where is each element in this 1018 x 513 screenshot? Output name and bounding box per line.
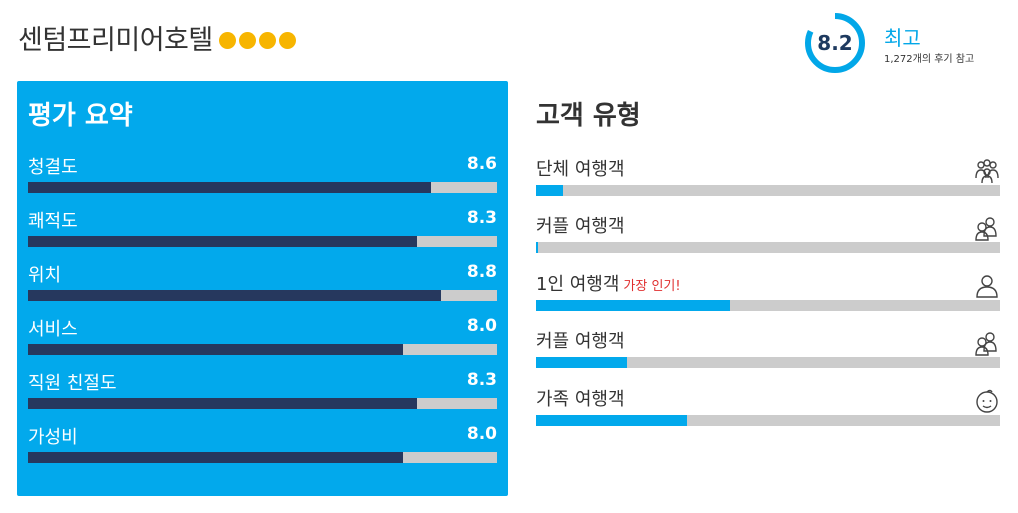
traveller-bar-fill [536,300,730,311]
star-icon [238,32,256,49]
rating-summary-heading: 평가 요약 [28,101,133,131]
traveller-types-heading: 고객 유형 [536,101,641,131]
rating-label: 서비스 [28,319,78,340]
score-ring-arc [805,13,865,73]
rating-bar-fill [28,182,432,193]
rating-bar-track [28,452,497,463]
rating-bar-fill [28,344,404,355]
traveller-bar-fill [536,185,563,196]
traveller-type-name: 가족 여행객 [536,389,625,410]
traveller-type-label: 커플 여행객 [536,327,625,353]
rating-score: 8.8 [466,262,497,282]
review-score[interactable]: 8.2 최고 1,272개의 후기 참고 [804,12,1018,76]
traveller-type-row[interactable]: 커플 여행객 [536,327,1000,379]
traveller-type-name: 커플 여행객 [536,216,625,237]
rating-row: 위치 8.8 [28,261,497,307]
traveller-bar-track [536,300,1000,311]
traveller-type-name: 커플 여행객 [536,331,625,352]
review-count[interactable]: 1,272개의 후기 참고 [884,54,975,65]
traveller-type-name: 단체 여행객 [536,159,625,180]
traveller-type-row[interactable]: 가족 여행객 [536,385,1000,437]
score-word: 최고 [884,26,921,50]
rating-score: 8.0 [466,424,497,444]
traveller-bar-fill [536,415,687,426]
couple-icon [974,215,1000,241]
rating-row: 가성비 8.0 [28,423,497,469]
score-value: 8.2 [817,31,853,55]
rating-bar-track [28,290,497,301]
rating-label: 직원 친절도 [28,373,117,394]
family-icon [974,388,1000,414]
traveller-type-label: 1인 여행객 가장 인기! [536,270,681,296]
rating-summary-panel: 평가 요약 청결도 8.6 쾌적도 8.3 위치 8.8 서비스 8.0 직원 친절도 8.3 가성… [17,81,508,496]
rating-row: 서비스 8.0 [28,315,497,361]
rating-label: 가성비 [28,427,78,448]
rating-bar-track [28,344,497,355]
solo-icon [974,273,1000,299]
traveller-bar-fill [536,357,627,368]
rating-row: 직원 친절도 8.3 [28,369,497,415]
star-icon [218,32,236,49]
rating-bar-track [28,182,497,193]
rating-score: 8.6 [466,154,497,174]
traveller-bar-fill [536,242,538,253]
traveller-type-row[interactable]: 1인 여행객 가장 인기! [536,270,1000,322]
star-rating [218,32,296,49]
traveller-type-label: 단체 여행객 [536,155,625,181]
traveller-bar-track [536,242,1000,253]
star-icon [278,32,296,49]
rating-bar-track [28,236,497,247]
hotel-title: 센텀프리미어호텔 [18,18,296,57]
couple-icon [974,330,1000,356]
traveller-type-name: 1인 여행객 [536,274,620,295]
score-ring [805,13,865,73]
group-icon [974,158,1000,184]
rating-bar-fill [28,236,418,247]
traveller-type-label: 가족 여행객 [536,385,625,411]
rating-bar-track [28,398,497,409]
traveller-bar-track [536,415,1000,426]
rating-bar-fill [28,452,404,463]
hotel-name: 센텀프리미어호텔 [18,25,213,56]
rating-label: 쾌적도 [28,211,78,232]
star-icon [258,32,276,49]
rating-score: 8.3 [466,208,497,228]
popular-badge: 가장 인기! [623,279,681,294]
traveller-bar-track [536,185,1000,196]
rating-score: 8.3 [466,370,497,390]
rating-row: 쾌적도 8.3 [28,207,497,253]
rating-bar-fill [28,398,418,409]
rating-row: 청결도 8.6 [28,153,497,199]
traveller-type-label: 커플 여행객 [536,212,625,238]
rating-label: 청결도 [28,157,78,178]
rating-score: 8.0 [466,316,497,336]
rating-label: 위치 [28,265,62,286]
rating-bar-fill [28,290,441,301]
traveller-type-row[interactable]: 커플 여행객 [536,212,1000,264]
traveller-bar-track [536,357,1000,368]
traveller-type-row[interactable]: 단체 여행객 [536,155,1000,207]
